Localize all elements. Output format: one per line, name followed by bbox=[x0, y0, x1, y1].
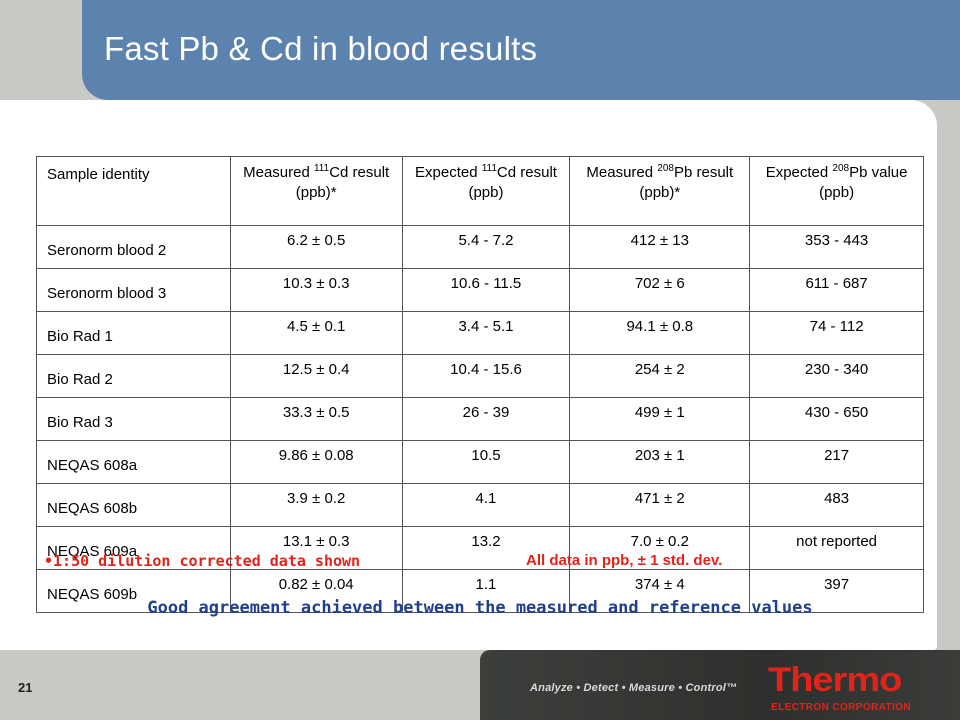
thermo-logo: Thermo bbox=[768, 661, 902, 699]
header-text: Sample identity bbox=[47, 166, 150, 183]
expected-cd-cell: 26 - 39 bbox=[401, 397, 571, 441]
expected-cd-cell: 10.5 bbox=[401, 440, 571, 484]
table-row: NEQAS 608b 3.9 ± 0.2 4.1 471 ± 2 483 bbox=[36, 483, 924, 527]
isotope-superscript: 208 bbox=[657, 163, 674, 174]
header-expected-pb: Expected 208Pb value (ppb) bbox=[749, 156, 924, 226]
table-row: NEQAS 608a 9.86 ± 0.08 10.5 203 ± 1 217 bbox=[36, 440, 924, 484]
isotope-superscript: 111 bbox=[313, 163, 330, 174]
footer-brand-bar bbox=[480, 650, 960, 720]
expected-pb-cell: 230 - 340 bbox=[749, 354, 924, 398]
results-table: Sample identity Measured 111Cd result (p… bbox=[36, 156, 924, 613]
measured-pb-cell: 203 ± 1 bbox=[569, 440, 751, 484]
header-text: Expected bbox=[765, 164, 833, 181]
right-margin-band bbox=[937, 100, 960, 650]
expected-cd-cell: 13.2 bbox=[401, 526, 571, 570]
isotope-superscript: 208 bbox=[832, 163, 850, 174]
table-row: Bio Rad 3 33.3 ± 0.5 26 - 39 499 ± 1 430… bbox=[36, 397, 924, 441]
title-banner bbox=[82, 0, 960, 100]
measured-cd-cell: 12.5 ± 0.4 bbox=[229, 354, 403, 398]
measured-pb-cell: 471 ± 2 bbox=[569, 483, 751, 527]
expected-pb-cell: 74 - 112 bbox=[749, 311, 924, 355]
measured-pb-cell: 94.1 ± 0.8 bbox=[569, 311, 751, 355]
measured-pb-cell: 374 ± 4 bbox=[569, 569, 751, 613]
measured-pb-cell: 702 ± 6 bbox=[569, 268, 751, 312]
table-row: NEQAS 609b 0.82 ± 0.04 1.1 374 ± 4 397 bbox=[36, 569, 924, 613]
table-header-row: Sample identity Measured 111Cd result (p… bbox=[36, 156, 924, 226]
measured-cd-cell: 4.5 ± 0.1 bbox=[229, 311, 403, 355]
sample-identity-cell: Bio Rad 3 bbox=[36, 397, 231, 441]
header-sample-identity: Sample identity bbox=[36, 156, 231, 226]
measured-pb-cell: 412 ± 13 bbox=[569, 225, 751, 269]
expected-cd-cell: 4.1 bbox=[401, 483, 571, 527]
footer-left-band bbox=[0, 650, 480, 720]
measured-cd-cell: 6.2 ± 0.5 bbox=[229, 225, 403, 269]
table-row: Bio Rad 1 4.5 ± 0.1 3.4 - 5.1 94.1 ± 0.8… bbox=[36, 311, 924, 355]
sample-identity-cell: NEQAS 608b bbox=[36, 483, 231, 527]
page-number: 21 bbox=[18, 680, 33, 695]
measured-cd-cell: 0.82 ± 0.04 bbox=[229, 569, 403, 613]
table-row: Bio Rad 2 12.5 ± 0.4 10.4 - 15.6 254 ± 2… bbox=[36, 354, 924, 398]
header-text: Cd result (ppb)* bbox=[295, 164, 390, 201]
expected-pb-cell: 430 - 650 bbox=[749, 397, 924, 441]
measured-cd-cell: 13.1 ± 0.3 bbox=[229, 526, 403, 570]
header-text: Pb value (ppb) bbox=[819, 164, 908, 201]
sample-identity-cell: NEQAS 608a bbox=[36, 440, 231, 484]
header-expected-cd: Expected 111Cd result (ppb) bbox=[401, 156, 571, 226]
header-measured-pb: Measured 208Pb result (ppb)* bbox=[569, 156, 751, 226]
expected-pb-cell: 397 bbox=[749, 569, 924, 613]
slide-title: Fast Pb & Cd in blood results bbox=[104, 30, 538, 67]
sample-identity-cell: Seronorm blood 3 bbox=[36, 268, 231, 312]
thermo-logo-subtitle: ELECTRON CORPORATION bbox=[771, 702, 912, 713]
expected-pb-cell: 217 bbox=[749, 440, 924, 484]
dilution-note: •1:50 dilution corrected data shown bbox=[44, 552, 361, 570]
expected-cd-cell: 10.4 - 15.6 bbox=[401, 354, 571, 398]
expected-cd-cell: 5.4 - 7.2 bbox=[401, 225, 571, 269]
table-row: Seronorm blood 3 10.3 ± 0.3 10.6 - 11.5 … bbox=[36, 268, 924, 312]
measured-cd-cell: 33.3 ± 0.5 bbox=[229, 397, 403, 441]
units-note: All data in ppb, ± 1 std. dev. bbox=[526, 552, 723, 569]
header-text: Expected bbox=[415, 164, 482, 181]
expected-cd-cell: 1.1 bbox=[401, 569, 571, 613]
measured-pb-cell: 499 ± 1 bbox=[569, 397, 751, 441]
header-text: Measured bbox=[243, 164, 314, 181]
conclusion-text: Good agreement achieved between the meas… bbox=[147, 598, 813, 618]
expected-pb-cell: 611 - 687 bbox=[749, 268, 924, 312]
sample-identity-cell: Seronorm blood 2 bbox=[36, 225, 231, 269]
measured-cd-cell: 3.9 ± 0.2 bbox=[229, 483, 403, 527]
table-row: NEQAS 609a 13.1 ± 0.3 13.2 7.0 ± 0.2 not… bbox=[36, 526, 924, 570]
sample-identity-cell: NEQAS 609b bbox=[36, 569, 231, 613]
expected-pb-cell: 353 - 443 bbox=[749, 225, 924, 269]
measured-cd-cell: 9.86 ± 0.08 bbox=[229, 440, 403, 484]
isotope-superscript: 111 bbox=[481, 163, 497, 174]
table-row: Seronorm blood 2 6.2 ± 0.5 5.4 - 7.2 412… bbox=[36, 225, 924, 269]
measured-pb-cell: 254 ± 2 bbox=[569, 354, 751, 398]
expected-pb-cell: not reported bbox=[749, 526, 924, 570]
expected-cd-cell: 10.6 - 11.5 bbox=[401, 268, 571, 312]
expected-cd-cell: 3.4 - 5.1 bbox=[401, 311, 571, 355]
header-text: Measured bbox=[586, 164, 658, 181]
header-measured-cd: Measured 111Cd result (ppb)* bbox=[229, 156, 403, 226]
sample-identity-cell: Bio Rad 1 bbox=[36, 311, 231, 355]
header-text: Pb result (ppb)* bbox=[639, 164, 734, 201]
header-text: Cd result (ppb) bbox=[468, 164, 557, 201]
measured-cd-cell: 10.3 ± 0.3 bbox=[229, 268, 403, 312]
company-tagline: Analyze • Detect • Measure • Control™ bbox=[530, 682, 738, 694]
expected-pb-cell: 483 bbox=[749, 483, 924, 527]
sample-identity-cell: Bio Rad 2 bbox=[36, 354, 231, 398]
